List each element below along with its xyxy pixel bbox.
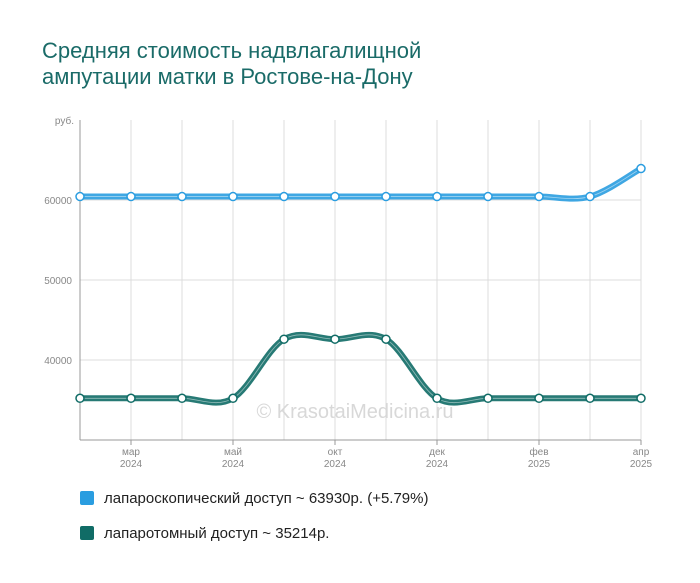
watermark: © KrasotaiMedicina.ru xyxy=(256,401,453,423)
data-point-laparotomic xyxy=(534,393,544,404)
data-point-laparoscopic xyxy=(585,191,595,202)
chart-title-line-1: Средняя стоимость надвлагалищной xyxy=(42,38,422,63)
y-tick-label: 60000 xyxy=(44,196,72,207)
data-point-laparotomic xyxy=(483,393,493,404)
y-axis-label: руб. xyxy=(55,115,74,127)
x-tick-label-year: 2025 xyxy=(528,459,551,470)
x-tick-label-year: 2025 xyxy=(630,459,653,470)
data-point-laparoscopic xyxy=(279,191,289,202)
data-point-laparotomic xyxy=(177,393,187,404)
data-point-laparotomic xyxy=(279,334,289,344)
legend-label-laparotomic: лапаротомный доступ ~ 35214р. xyxy=(104,524,330,542)
x-tick-label-month: фев xyxy=(529,446,548,458)
data-point-laparotomic xyxy=(126,393,136,404)
series-line-laparoscopic xyxy=(77,165,644,202)
data-point-laparotomic xyxy=(432,393,442,404)
data-point-laparoscopic xyxy=(177,191,187,202)
data-point-laparotomic xyxy=(381,334,391,344)
data-point-laparoscopic xyxy=(381,191,391,202)
x-tick-label-month: окт xyxy=(328,447,343,458)
data-point-laparoscopic xyxy=(636,163,646,174)
x-tick-label-month: дек xyxy=(429,447,445,458)
legend-item-laparoscopic[interactable]: лапароскопический доступ ~ 63930р. (+5.7… xyxy=(80,488,429,508)
data-point-laparoscopic xyxy=(483,191,493,202)
legend: лапароскопический доступ ~ 63930р. (+5.7… xyxy=(80,488,429,558)
y-tick-label: 40000 xyxy=(44,356,72,367)
data-point-laparotomic xyxy=(585,393,595,404)
legend-swatch-laparoscopic xyxy=(80,491,94,505)
data-point-laparotomic xyxy=(636,393,646,404)
data-point-laparoscopic xyxy=(228,191,238,202)
data-point-laparotomic xyxy=(228,393,238,404)
x-tick-label-month: апр xyxy=(633,447,650,458)
x-tick-label-year: 2024 xyxy=(324,459,347,470)
y-tick-label: 50000 xyxy=(44,276,72,287)
series-line-laparotomic xyxy=(77,331,644,406)
data-point-laparoscopic xyxy=(330,191,340,202)
legend-label-laparoscopic: лапароскопический доступ ~ 63930р. (+5.7… xyxy=(104,489,429,507)
series-line-highlight-laparotomic xyxy=(80,334,641,404)
x-tick-label-year: 2024 xyxy=(222,459,245,470)
chart-title: Средняя стоимость надвлагалищной ампутац… xyxy=(42,38,642,90)
data-point-laparoscopic xyxy=(126,191,136,202)
legend-swatch-laparotomic xyxy=(80,526,94,540)
data-point-laparotomic xyxy=(75,393,85,404)
chart-title-line-2: ампутации матки в Ростове-на-Дону xyxy=(42,64,413,89)
x-tick-label-month: май xyxy=(224,447,242,458)
data-point-laparoscopic xyxy=(534,191,544,202)
x-tick-label-year: 2024 xyxy=(426,459,449,470)
x-tick-label-month: мар xyxy=(122,447,140,458)
data-point-laparoscopic xyxy=(75,191,85,202)
data-point-laparotomic xyxy=(330,334,340,344)
data-point-laparoscopic xyxy=(432,191,442,202)
legend-item-laparotomic[interactable]: лапаротомный доступ ~ 35214р. xyxy=(80,523,429,543)
x-tick-label-year: 2024 xyxy=(120,459,143,470)
